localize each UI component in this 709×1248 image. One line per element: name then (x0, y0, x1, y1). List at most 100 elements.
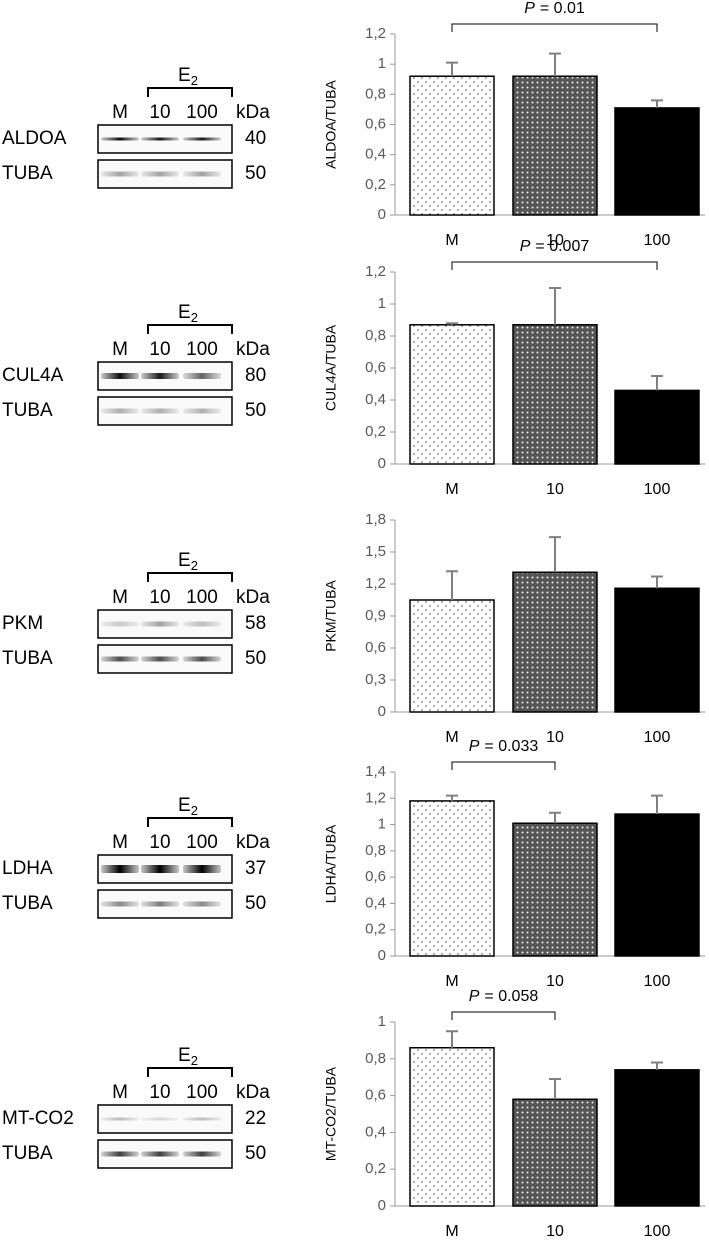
x-tick-label: 100 (644, 729, 671, 746)
y-tick-label: 0,8 (365, 327, 386, 344)
treatment-label: E2 (178, 65, 198, 88)
y-tick-label: 0,9 (365, 607, 386, 624)
protein-label: PKM (2, 613, 43, 634)
error-bar (549, 1078, 561, 1100)
treatment-bracket (147, 817, 233, 827)
y-tick-label: 1 (378, 816, 386, 833)
x-tick-label: M (445, 232, 458, 249)
bar (512, 324, 598, 465)
y-axis-title: LDHA/TUBA (323, 824, 339, 903)
bar (614, 813, 700, 957)
blot-band (183, 865, 221, 873)
bar (614, 1069, 700, 1207)
blot-band (183, 901, 221, 907)
kda-label: 50 (245, 893, 266, 914)
error-bar (549, 536, 561, 573)
blot-band (183, 1151, 221, 1157)
treatment: E (178, 65, 191, 86)
y-tick-label: 0,6 (365, 359, 386, 376)
treatment: E (178, 1045, 191, 1066)
lane-label: 10 (149, 1082, 170, 1103)
significance-label: P = 0.007 (520, 238, 590, 255)
treatment-label: E2 (178, 302, 198, 325)
blot-band (183, 408, 221, 414)
y-axis-title: CUL4A/TUBA (323, 324, 339, 411)
protein-label: TUBA (2, 163, 53, 184)
y-tick-label: 1,2 (365, 575, 386, 592)
protein-label: MT-CO2 (2, 1108, 74, 1129)
p-value: = 0.058 (484, 988, 538, 1005)
error-bar (446, 794, 458, 801)
bar (409, 324, 495, 465)
y-tick-label: 1 (378, 295, 386, 312)
bar (409, 1047, 495, 1207)
blot-band (101, 373, 139, 379)
treatment-bracket (147, 87, 233, 97)
blot-band (183, 1117, 221, 1121)
kda-label: 58 (245, 613, 266, 634)
treatment-subscript: 2 (191, 1053, 198, 1068)
lane-label: 10 (149, 832, 170, 853)
unit-label: kDa (236, 339, 270, 360)
y-tick-label: 1,2 (365, 789, 386, 806)
kda-label: 22 (245, 1108, 266, 1129)
error-bar (549, 52, 561, 77)
kda-label: 40 (245, 128, 266, 149)
y-tick-label: 1,5 (365, 543, 386, 560)
blot-band (141, 901, 179, 907)
x-tick-label: 10 (546, 232, 564, 249)
treatment-label: E2 (178, 795, 198, 818)
y-tick-label: 0,4 (365, 391, 386, 408)
y-tick-label: 0 (378, 1197, 386, 1214)
y-tick-label: 0 (378, 947, 386, 964)
blot-band (101, 621, 139, 627)
p-value: = 0.007 (535, 238, 589, 255)
bar (512, 571, 598, 713)
y-tick-label: 0,3 (365, 671, 386, 688)
treatment-label: E2 (178, 550, 198, 573)
x-tick-label: 10 (546, 729, 564, 746)
y-tick-label: 0,4 (365, 894, 386, 911)
protein-label: ALDOA (2, 128, 67, 149)
blot-band (141, 171, 179, 177)
blot-band (141, 621, 179, 627)
y-tick-label: 0 (378, 455, 386, 472)
error-bar (549, 287, 561, 325)
significance-label: P = 0.033 (469, 738, 539, 755)
error-bar (446, 322, 458, 325)
error-bar (651, 575, 663, 589)
protein-label: TUBA (2, 400, 53, 421)
treatment-subscript: 2 (191, 558, 198, 573)
y-tick-label: 0,6 (365, 639, 386, 656)
treatment-bracket (147, 572, 233, 582)
significance-bracket (451, 23, 658, 32)
blot-band (141, 137, 179, 141)
protein-label: TUBA (2, 1143, 53, 1164)
bar (614, 587, 700, 713)
blot-band (101, 1151, 139, 1157)
y-tick-label: 0 (378, 703, 386, 720)
x-tick-label: 100 (644, 1223, 671, 1240)
p-symbol: P (469, 738, 480, 755)
x-tick-label: 100 (644, 973, 671, 990)
blot-band (101, 656, 139, 662)
x-tick-label: 100 (644, 481, 671, 498)
significance-bracket (451, 261, 658, 270)
unit-label: kDa (236, 832, 270, 853)
y-tick-label: 0,6 (365, 115, 386, 132)
protein-label: CUL4A (2, 365, 64, 386)
blot-band (183, 171, 221, 177)
blot-band (141, 865, 179, 873)
treatment-subscript: 2 (191, 310, 198, 325)
blot-band (141, 1151, 179, 1157)
x-tick-label: 100 (644, 232, 671, 249)
y-tick-label: 0,2 (365, 1160, 386, 1177)
treatment-label: E2 (178, 1045, 198, 1068)
blot-band (183, 621, 221, 627)
y-tick-label: 0,2 (365, 423, 386, 440)
lane-label: 10 (149, 102, 170, 123)
significance-bracket (451, 761, 556, 770)
blot-band (183, 656, 221, 662)
lane-label: 100 (186, 339, 218, 360)
